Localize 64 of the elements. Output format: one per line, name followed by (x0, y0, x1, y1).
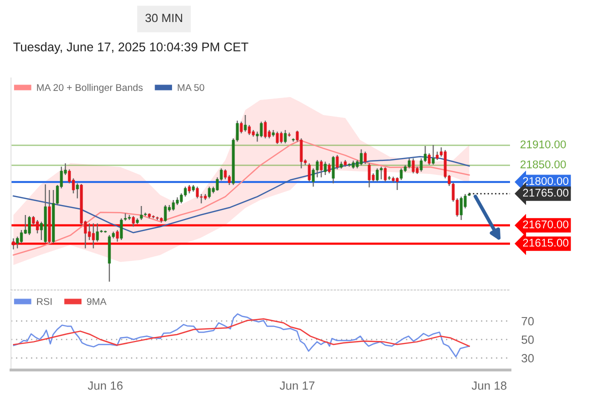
ref-line-label: 21800.00 (523, 177, 568, 185)
candlestick (360, 148, 363, 166)
candlestick (376, 168, 379, 182)
legend-label: MA 50 (178, 84, 204, 91)
x-tick-label: Jun 16 (88, 381, 123, 390)
candlestick (380, 166, 383, 180)
candlestick (244, 114, 247, 132)
candlestick (324, 161, 327, 176)
candlestick (92, 222, 95, 249)
line-series (13, 318, 470, 347)
ref-line-label: 21910.00 (520, 140, 566, 148)
candlestick (96, 222, 99, 242)
candlestick (460, 196, 463, 221)
candlestick (316, 159, 319, 178)
candlestick (20, 229, 23, 244)
ref-line-label: 21850.00 (520, 160, 566, 168)
ref-line-label: 21670.00 (523, 220, 568, 228)
candlestick (228, 174, 231, 186)
candlestick (88, 222, 91, 241)
candlestick (196, 186, 199, 199)
candlestick (240, 121, 243, 134)
candlestick (36, 219, 39, 234)
candlestick (224, 168, 227, 180)
candlestick (16, 236, 19, 249)
candlestick (284, 129, 287, 144)
candlestick (308, 162, 311, 182)
candlestick (384, 166, 387, 182)
legend-label: MA 20 + Bollinger Bands (37, 84, 143, 93)
candlestick (328, 162, 331, 174)
x-tick-label: Jun 17 (280, 382, 314, 390)
candlestick (120, 218, 123, 241)
candlestick (28, 215, 31, 236)
candlestick (332, 155, 335, 184)
candlestick (412, 158, 415, 174)
x-tick-label: Jun 18 (472, 381, 506, 390)
candlestick (364, 151, 367, 165)
candlestick (432, 144, 435, 166)
line-series (13, 313, 470, 358)
y-tick-label: 70 (522, 317, 534, 326)
candlestick (248, 124, 251, 136)
candlestick (164, 204, 167, 222)
candlestick (12, 238, 15, 250)
candlestick (172, 199, 175, 212)
text: 30 MIN (145, 14, 182, 22)
candlestick (388, 175, 391, 181)
ref-line-label: 21765.00 (523, 188, 568, 197)
ref-line-label: 21615.00 (523, 238, 568, 247)
candlestick (116, 229, 119, 242)
candlestick (132, 215, 135, 228)
candlestick (408, 158, 411, 169)
candlestick (368, 162, 371, 188)
legend-label: 9MA (86, 298, 106, 305)
candlestick (76, 182, 79, 199)
candlestick (260, 121, 263, 138)
candlestick (320, 159, 323, 178)
chart-subtitle: Tuesday, June 17, 2025 10:04:39 PM CET (13, 42, 248, 54)
candlestick (276, 131, 279, 145)
candlestick (140, 205, 143, 221)
legend-label: RSI (37, 298, 52, 305)
y-tick-label: 50 (522, 336, 534, 344)
candlestick (208, 186, 211, 199)
candlestick (264, 120, 267, 139)
y-tick-label: 30 (522, 354, 534, 362)
candlestick (280, 131, 283, 144)
